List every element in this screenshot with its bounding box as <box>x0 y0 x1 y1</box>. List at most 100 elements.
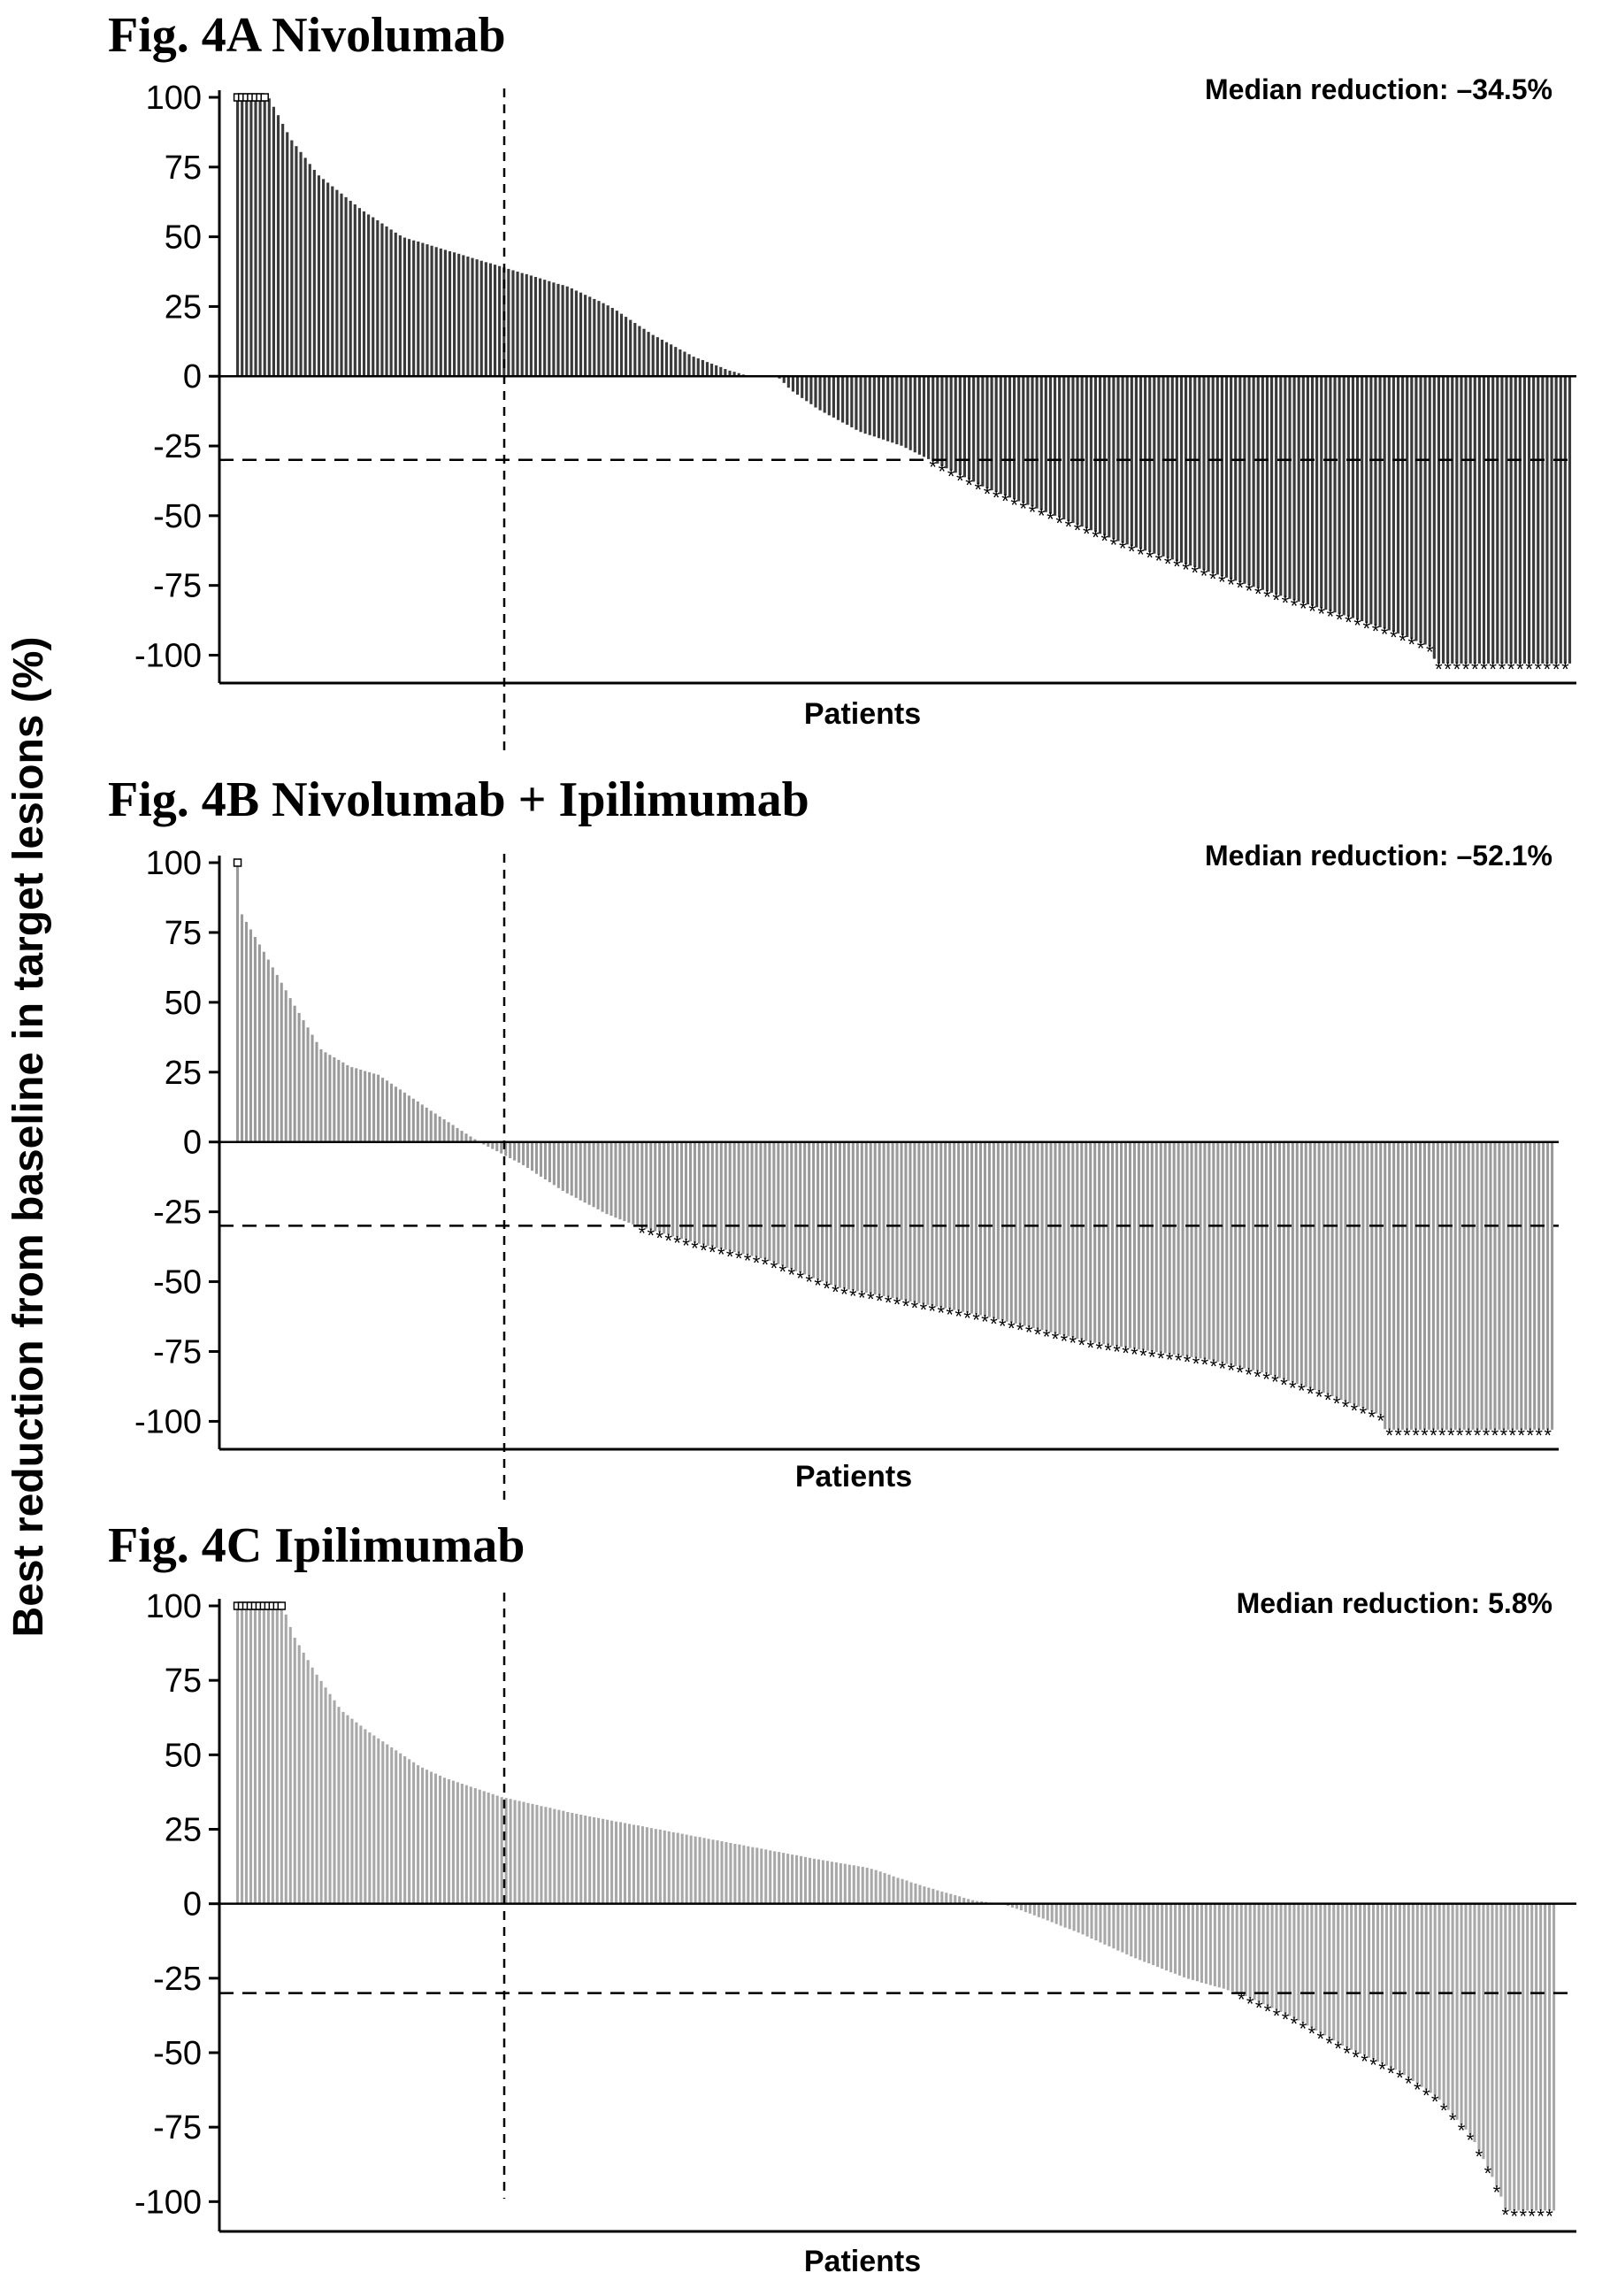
response-marker: * <box>1016 1319 1024 1341</box>
response-marker: * <box>1509 1424 1517 1447</box>
bar <box>830 1862 833 1904</box>
bar <box>275 1606 279 1904</box>
y-tick-label: -25 <box>153 428 202 465</box>
bar <box>315 1674 318 1904</box>
response-marker: * <box>1052 1328 1060 1350</box>
bar <box>918 1885 922 1904</box>
bar <box>1433 1903 1437 2096</box>
bar <box>1099 1903 1102 1943</box>
bar <box>411 1098 415 1142</box>
bar <box>1288 376 1292 599</box>
bar <box>407 239 411 377</box>
bar <box>1286 1141 1290 1381</box>
bar <box>507 268 510 377</box>
bar <box>1108 1903 1111 1947</box>
bar <box>615 311 618 377</box>
bar <box>1071 376 1075 524</box>
bar <box>529 275 533 377</box>
bar <box>1486 1903 1490 2168</box>
bar <box>1365 376 1368 623</box>
bar <box>1282 1141 1285 1380</box>
bar <box>913 1141 916 1302</box>
bar <box>922 376 926 457</box>
response-marker: * <box>1192 1353 1200 1375</box>
bar <box>932 376 935 462</box>
response-marker: * <box>796 1267 804 1289</box>
response-marker: * <box>1360 1403 1368 1425</box>
bar <box>640 1826 644 1904</box>
bar <box>1015 1903 1018 1909</box>
bar <box>1162 376 1165 557</box>
bar <box>847 1864 851 1904</box>
bar <box>772 1141 776 1263</box>
bar <box>1085 376 1088 529</box>
y-tick-label: 75 <box>165 915 202 952</box>
bar <box>671 1141 675 1237</box>
bar <box>1361 376 1364 622</box>
bar <box>473 1139 477 1142</box>
bar <box>570 288 573 377</box>
bar <box>1496 376 1499 664</box>
bar <box>674 347 678 377</box>
bar <box>716 1839 719 1904</box>
bar <box>500 1141 503 1154</box>
bar <box>1529 1141 1532 1430</box>
bar <box>1369 376 1373 625</box>
bar <box>579 1141 582 1201</box>
bar <box>1440 1141 1444 1430</box>
bar <box>377 1074 380 1142</box>
response-marker: * <box>1046 509 1054 531</box>
bar <box>627 1824 632 1904</box>
bar <box>592 1141 595 1208</box>
bar <box>349 200 352 377</box>
bar <box>244 921 249 1142</box>
bar <box>412 240 416 377</box>
bar <box>288 1626 292 1904</box>
bar <box>602 303 605 377</box>
response-marker: * <box>1345 611 1353 634</box>
bar <box>1514 376 1517 664</box>
bar <box>764 1849 768 1904</box>
bar <box>306 1027 310 1142</box>
bar <box>482 1791 486 1904</box>
bar <box>786 1854 790 1904</box>
response-marker: * <box>1139 1345 1147 1367</box>
bar <box>509 1799 512 1904</box>
bar <box>966 1141 970 1313</box>
bar <box>633 323 637 377</box>
bar <box>812 1141 816 1279</box>
response-marker: * <box>735 1248 743 1270</box>
bar <box>1220 376 1223 577</box>
bar <box>886 376 890 442</box>
response-marker: * <box>1100 530 1108 552</box>
bar <box>395 1750 398 1904</box>
bar <box>1275 376 1278 595</box>
bar <box>1193 376 1197 567</box>
bar <box>1090 1903 1093 1939</box>
response-marker: * <box>1086 1337 1094 1359</box>
bar <box>751 1847 755 1904</box>
bar <box>331 186 334 377</box>
response-marker: * <box>1095 1339 1103 1361</box>
bar <box>922 1141 925 1304</box>
bar <box>1330 1141 1334 1397</box>
response-marker: * <box>1104 1340 1112 1362</box>
response-marker: * <box>858 1286 866 1309</box>
bar <box>1505 376 1508 664</box>
bar <box>333 1700 336 1904</box>
bar <box>478 1789 481 1904</box>
bar <box>1208 1141 1211 1360</box>
bar <box>696 358 700 377</box>
bar <box>1326 1141 1330 1395</box>
bar <box>737 1141 740 1254</box>
bar <box>881 376 886 440</box>
bar <box>1252 1141 1255 1371</box>
bar <box>271 1606 274 1904</box>
bar <box>654 1829 657 1904</box>
bar <box>1174 1903 1177 1974</box>
bar <box>1292 376 1296 601</box>
bar <box>949 376 953 471</box>
bar <box>904 1141 908 1302</box>
bar <box>949 1893 953 1904</box>
response-marker: * <box>770 1257 778 1279</box>
